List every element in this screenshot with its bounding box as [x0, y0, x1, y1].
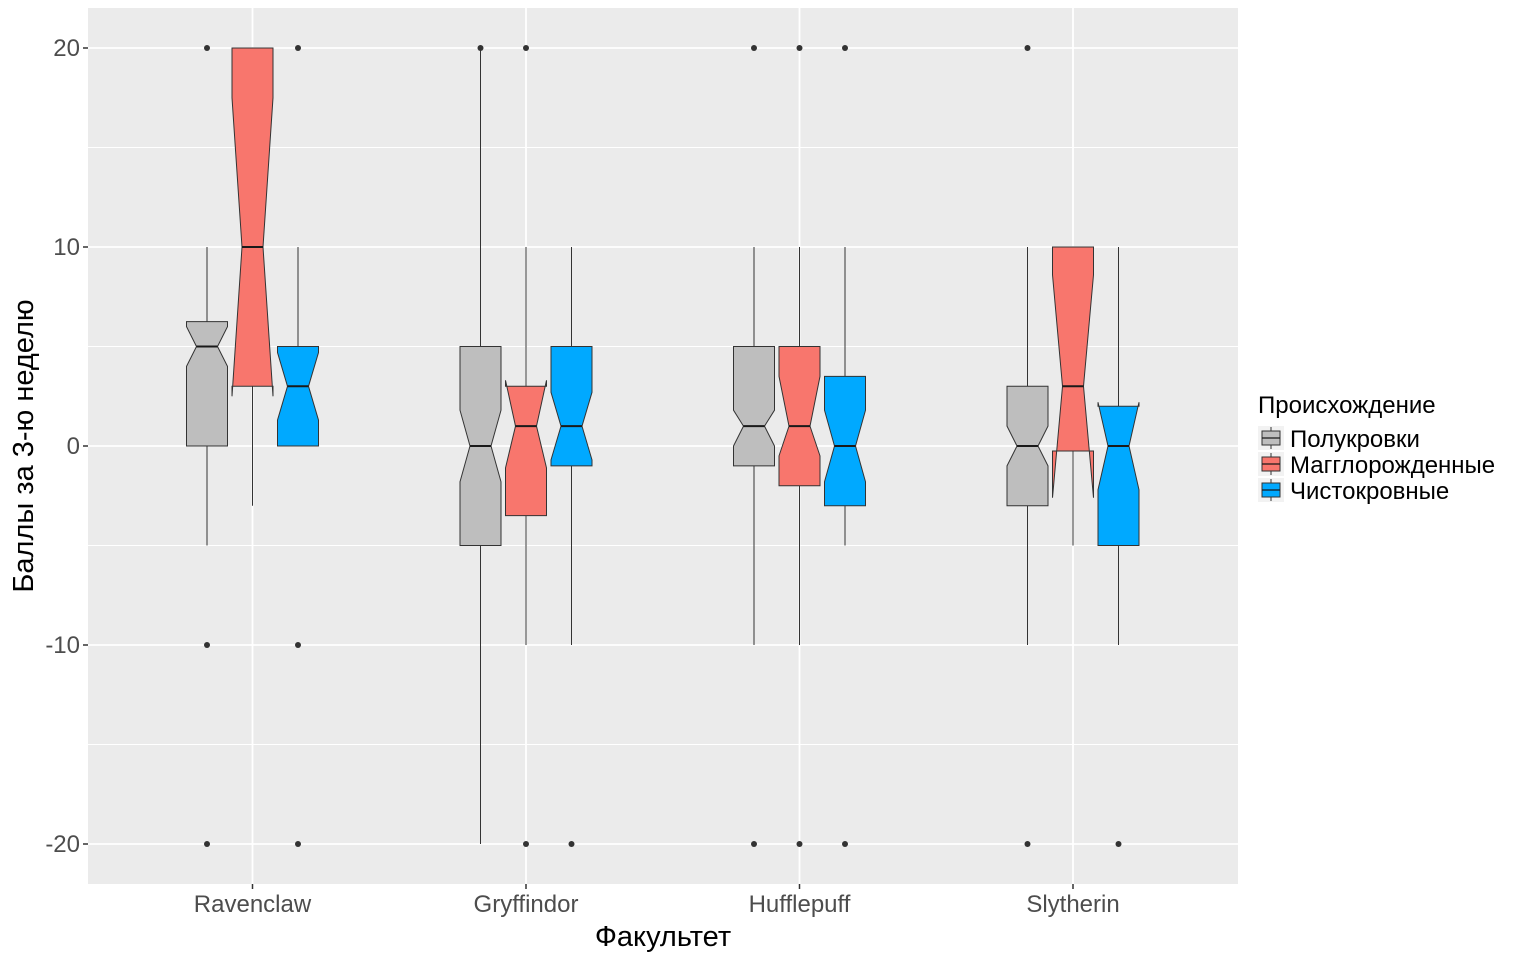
boxes — [186, 45, 1140, 847]
box-2-1 — [550, 247, 593, 847]
box-0-2 — [733, 45, 775, 847]
outlier-point — [842, 45, 848, 51]
box-2-3 — [1097, 247, 1140, 847]
box-body — [277, 346, 319, 447]
axis-ticks — [83, 47, 1074, 889]
outlier-point — [523, 45, 529, 51]
y-tick-labels: -20 -10 0 10 20 — [45, 35, 80, 858]
y-axis-title: Баллы за 3-ю неделю — [8, 299, 40, 592]
box-body — [778, 346, 821, 487]
outlier-point — [477, 45, 484, 51]
box-0-0 — [186, 45, 228, 847]
box-body — [1097, 402, 1140, 546]
box-1-0 — [231, 47, 274, 506]
x-tick-labels: Ravenclaw Gryffindor Hufflepuff Slytherin — [194, 891, 1120, 918]
x-tick-label: Slytherin — [1026, 891, 1119, 918]
outlier-point — [295, 45, 301, 51]
legend-item-1: Магглорожденные — [1258, 452, 1495, 479]
legend-item-2: Чистокровные — [1258, 478, 1449, 505]
legend: Происхождение ПолукровкиМагглорожденныеЧ… — [1258, 392, 1495, 505]
outlier-point — [204, 841, 210, 847]
box-1-2 — [778, 45, 821, 847]
box-body — [231, 47, 274, 397]
x-axis-title: Факультет — [595, 921, 731, 953]
box-body — [186, 321, 228, 447]
legend-label: Магглорожденные — [1290, 452, 1495, 479]
box-0-1 — [459, 45, 502, 844]
y-tick-label: 10 — [53, 234, 80, 261]
outlier-point — [796, 45, 803, 51]
outlier-point — [842, 841, 848, 847]
y-tick-label: 0 — [67, 433, 80, 460]
outlier-point — [1024, 841, 1031, 847]
outlier-point — [1115, 841, 1122, 847]
outlier-point — [751, 45, 757, 51]
x-tick-label: Gryffindor — [474, 891, 579, 918]
box-0-3 — [1006, 45, 1049, 847]
y-tick-label: 20 — [53, 35, 80, 62]
box-2-2 — [824, 45, 866, 847]
outlier-point — [295, 642, 301, 648]
y-tick-label: -10 — [45, 632, 80, 659]
y-tick-label: -20 — [45, 831, 80, 858]
outlier-point — [1024, 45, 1031, 51]
box-body — [733, 346, 775, 467]
legend-label: Чистокровные — [1290, 478, 1449, 505]
outlier-point — [523, 841, 529, 847]
legend-title: Происхождение — [1258, 392, 1436, 419]
x-tick-label: Ravenclaw — [194, 891, 312, 918]
outlier-point — [204, 642, 210, 648]
outlier-point — [796, 841, 803, 847]
box-1-1 — [505, 45, 547, 847]
box-1-3 — [1052, 246, 1094, 546]
x-tick-label: Hufflepuff — [749, 891, 851, 918]
outlier-point — [568, 841, 575, 847]
box-2-0 — [277, 45, 319, 847]
legend-item-0: Полукровки — [1258, 426, 1420, 453]
box-body — [505, 380, 547, 517]
box-body — [824, 375, 866, 507]
outlier-point — [204, 45, 210, 51]
box-body — [1052, 246, 1094, 498]
outlier-point — [295, 841, 301, 847]
box-body — [550, 346, 593, 467]
outlier-point — [751, 841, 757, 847]
legend-label: Полукровки — [1290, 426, 1420, 453]
